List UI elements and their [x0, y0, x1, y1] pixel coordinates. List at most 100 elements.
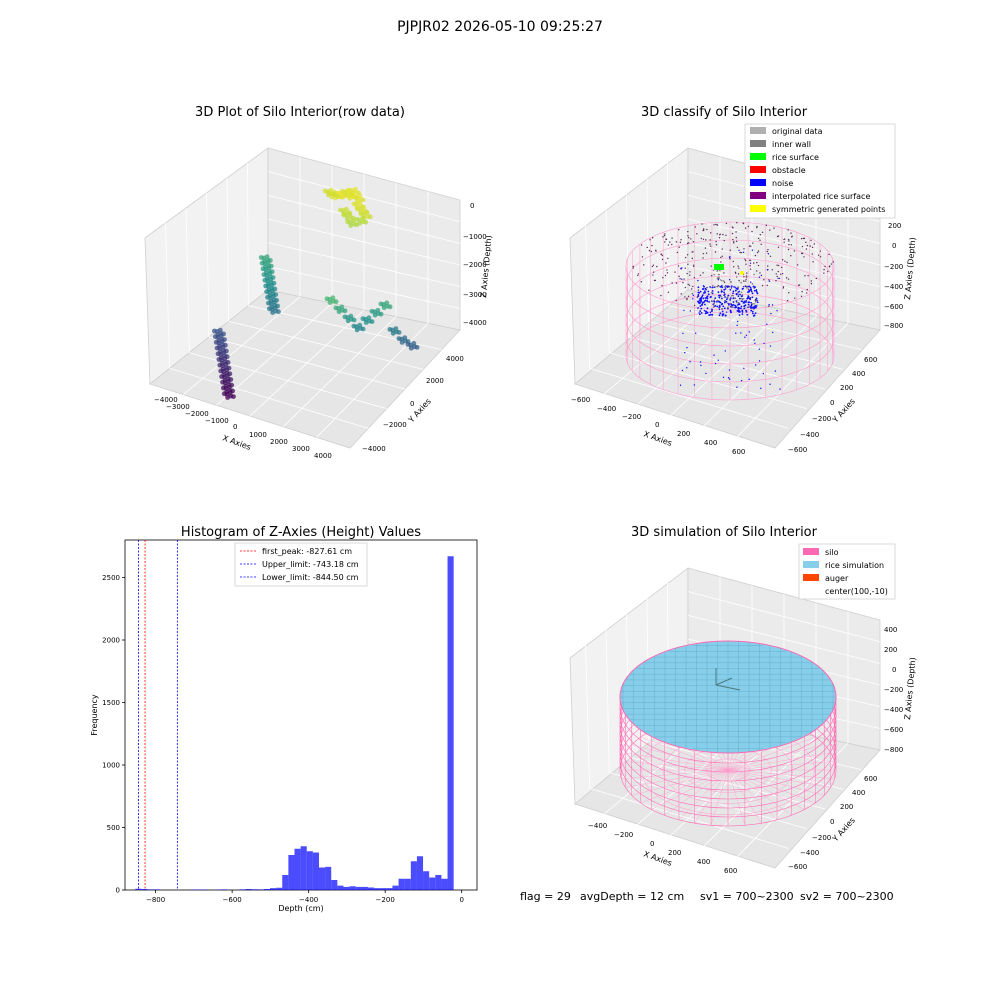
hist-ytick-label: 1000 — [102, 762, 120, 770]
hist-bar — [441, 878, 448, 890]
surface-point — [678, 228, 680, 231]
surface-point — [693, 265, 695, 268]
hist-bar — [355, 886, 362, 891]
surface-point — [729, 258, 731, 260]
surface-point — [781, 272, 784, 275]
hist-bar — [429, 877, 436, 890]
noise-point — [736, 304, 739, 306]
surface-point — [729, 249, 731, 251]
raw-point — [220, 344, 226, 350]
surface-point — [671, 282, 673, 284]
hist-bar — [141, 889, 148, 890]
classify-ytick: 400 — [852, 370, 865, 378]
noise-point — [748, 378, 750, 381]
noise-point — [730, 287, 733, 289]
surface-point — [759, 239, 761, 241]
surface-point — [690, 238, 692, 240]
wall-point — [749, 304, 751, 307]
silo-floor-spoke — [727, 769, 778, 821]
surface-point — [766, 250, 768, 253]
auger — [715, 684, 741, 691]
noise-point — [713, 300, 716, 302]
noise-point — [735, 286, 737, 288]
surface-point — [776, 275, 778, 278]
hist-bar — [416, 856, 424, 890]
surface-point — [791, 235, 793, 238]
raw-point — [387, 304, 393, 310]
surface-point — [652, 274, 654, 276]
noise-point — [749, 298, 752, 301]
auger — [715, 677, 733, 686]
hist-bar — [392, 885, 399, 891]
sim-ztick: −600 — [884, 726, 903, 734]
noise-point — [725, 311, 728, 313]
wall-point — [713, 273, 715, 276]
noise-point — [721, 284, 723, 287]
raw-xtick: 0 — [233, 423, 237, 431]
surface-point — [759, 233, 762, 236]
classify-points — [632, 222, 834, 390]
sim-xtick: −400 — [588, 822, 607, 830]
surface-point — [665, 238, 667, 240]
surface-point — [761, 284, 764, 287]
noise-point — [697, 295, 700, 298]
hist-bar — [257, 889, 264, 891]
surface-point — [787, 248, 790, 251]
noise-point — [718, 314, 721, 317]
hist-bar — [404, 878, 411, 890]
surface-point — [738, 267, 740, 269]
surface-point — [662, 236, 664, 238]
noise-point — [708, 300, 711, 303]
surface-point — [651, 265, 654, 268]
surface-point — [761, 231, 764, 234]
noise-point — [679, 384, 682, 386]
raw-ytick: −4000 — [362, 445, 386, 453]
raw-point — [222, 356, 228, 361]
surface-point — [778, 277, 781, 280]
noise-point — [753, 339, 755, 341]
surface-point — [714, 251, 717, 253]
status-line: flag = 29 avgDepth = 12 cm sv1 = 700~230… — [520, 890, 894, 903]
status-sv2: sv2 = 700~2300 — [800, 890, 894, 903]
hist-bar — [410, 861, 417, 890]
noise-point — [758, 276, 761, 278]
surface-point — [787, 278, 790, 280]
surface-point — [687, 230, 689, 233]
hist-bar — [361, 886, 368, 891]
noise-point — [750, 290, 753, 293]
wall-point — [737, 286, 739, 288]
surface-point — [706, 286, 708, 289]
surface-point — [734, 271, 737, 274]
surface-point — [675, 282, 678, 284]
grid-line — [668, 305, 862, 351]
hist-bar — [367, 887, 375, 890]
legend-swatch — [750, 179, 766, 186]
wall-point — [721, 279, 723, 282]
surface-point — [747, 288, 750, 290]
hist-xtick-label: 0 — [459, 896, 463, 904]
legend-swatch — [750, 166, 766, 173]
noise-point — [684, 351, 686, 354]
noise-point — [699, 361, 702, 363]
surface-point — [654, 279, 657, 282]
wall-point — [735, 276, 738, 278]
raw-point — [231, 394, 236, 399]
sim-ztick: 200 — [884, 646, 897, 654]
surface-point — [700, 237, 703, 240]
surface-point — [696, 233, 698, 235]
noise-point — [741, 309, 744, 312]
raw-ztick: 0 — [470, 202, 474, 210]
surface-point — [777, 246, 780, 248]
noise-point — [723, 288, 726, 291]
noise-point — [729, 310, 732, 313]
noise-point — [723, 301, 726, 304]
noise-point — [762, 372, 765, 375]
noise-point — [703, 309, 706, 312]
classify-ztick: −200 — [884, 263, 903, 271]
surface-point — [687, 283, 689, 286]
surface-point — [742, 285, 745, 288]
wall-point — [718, 285, 721, 288]
surface-point — [648, 289, 650, 291]
classify-xtick: −400 — [597, 405, 616, 413]
surface-point — [676, 251, 679, 254]
